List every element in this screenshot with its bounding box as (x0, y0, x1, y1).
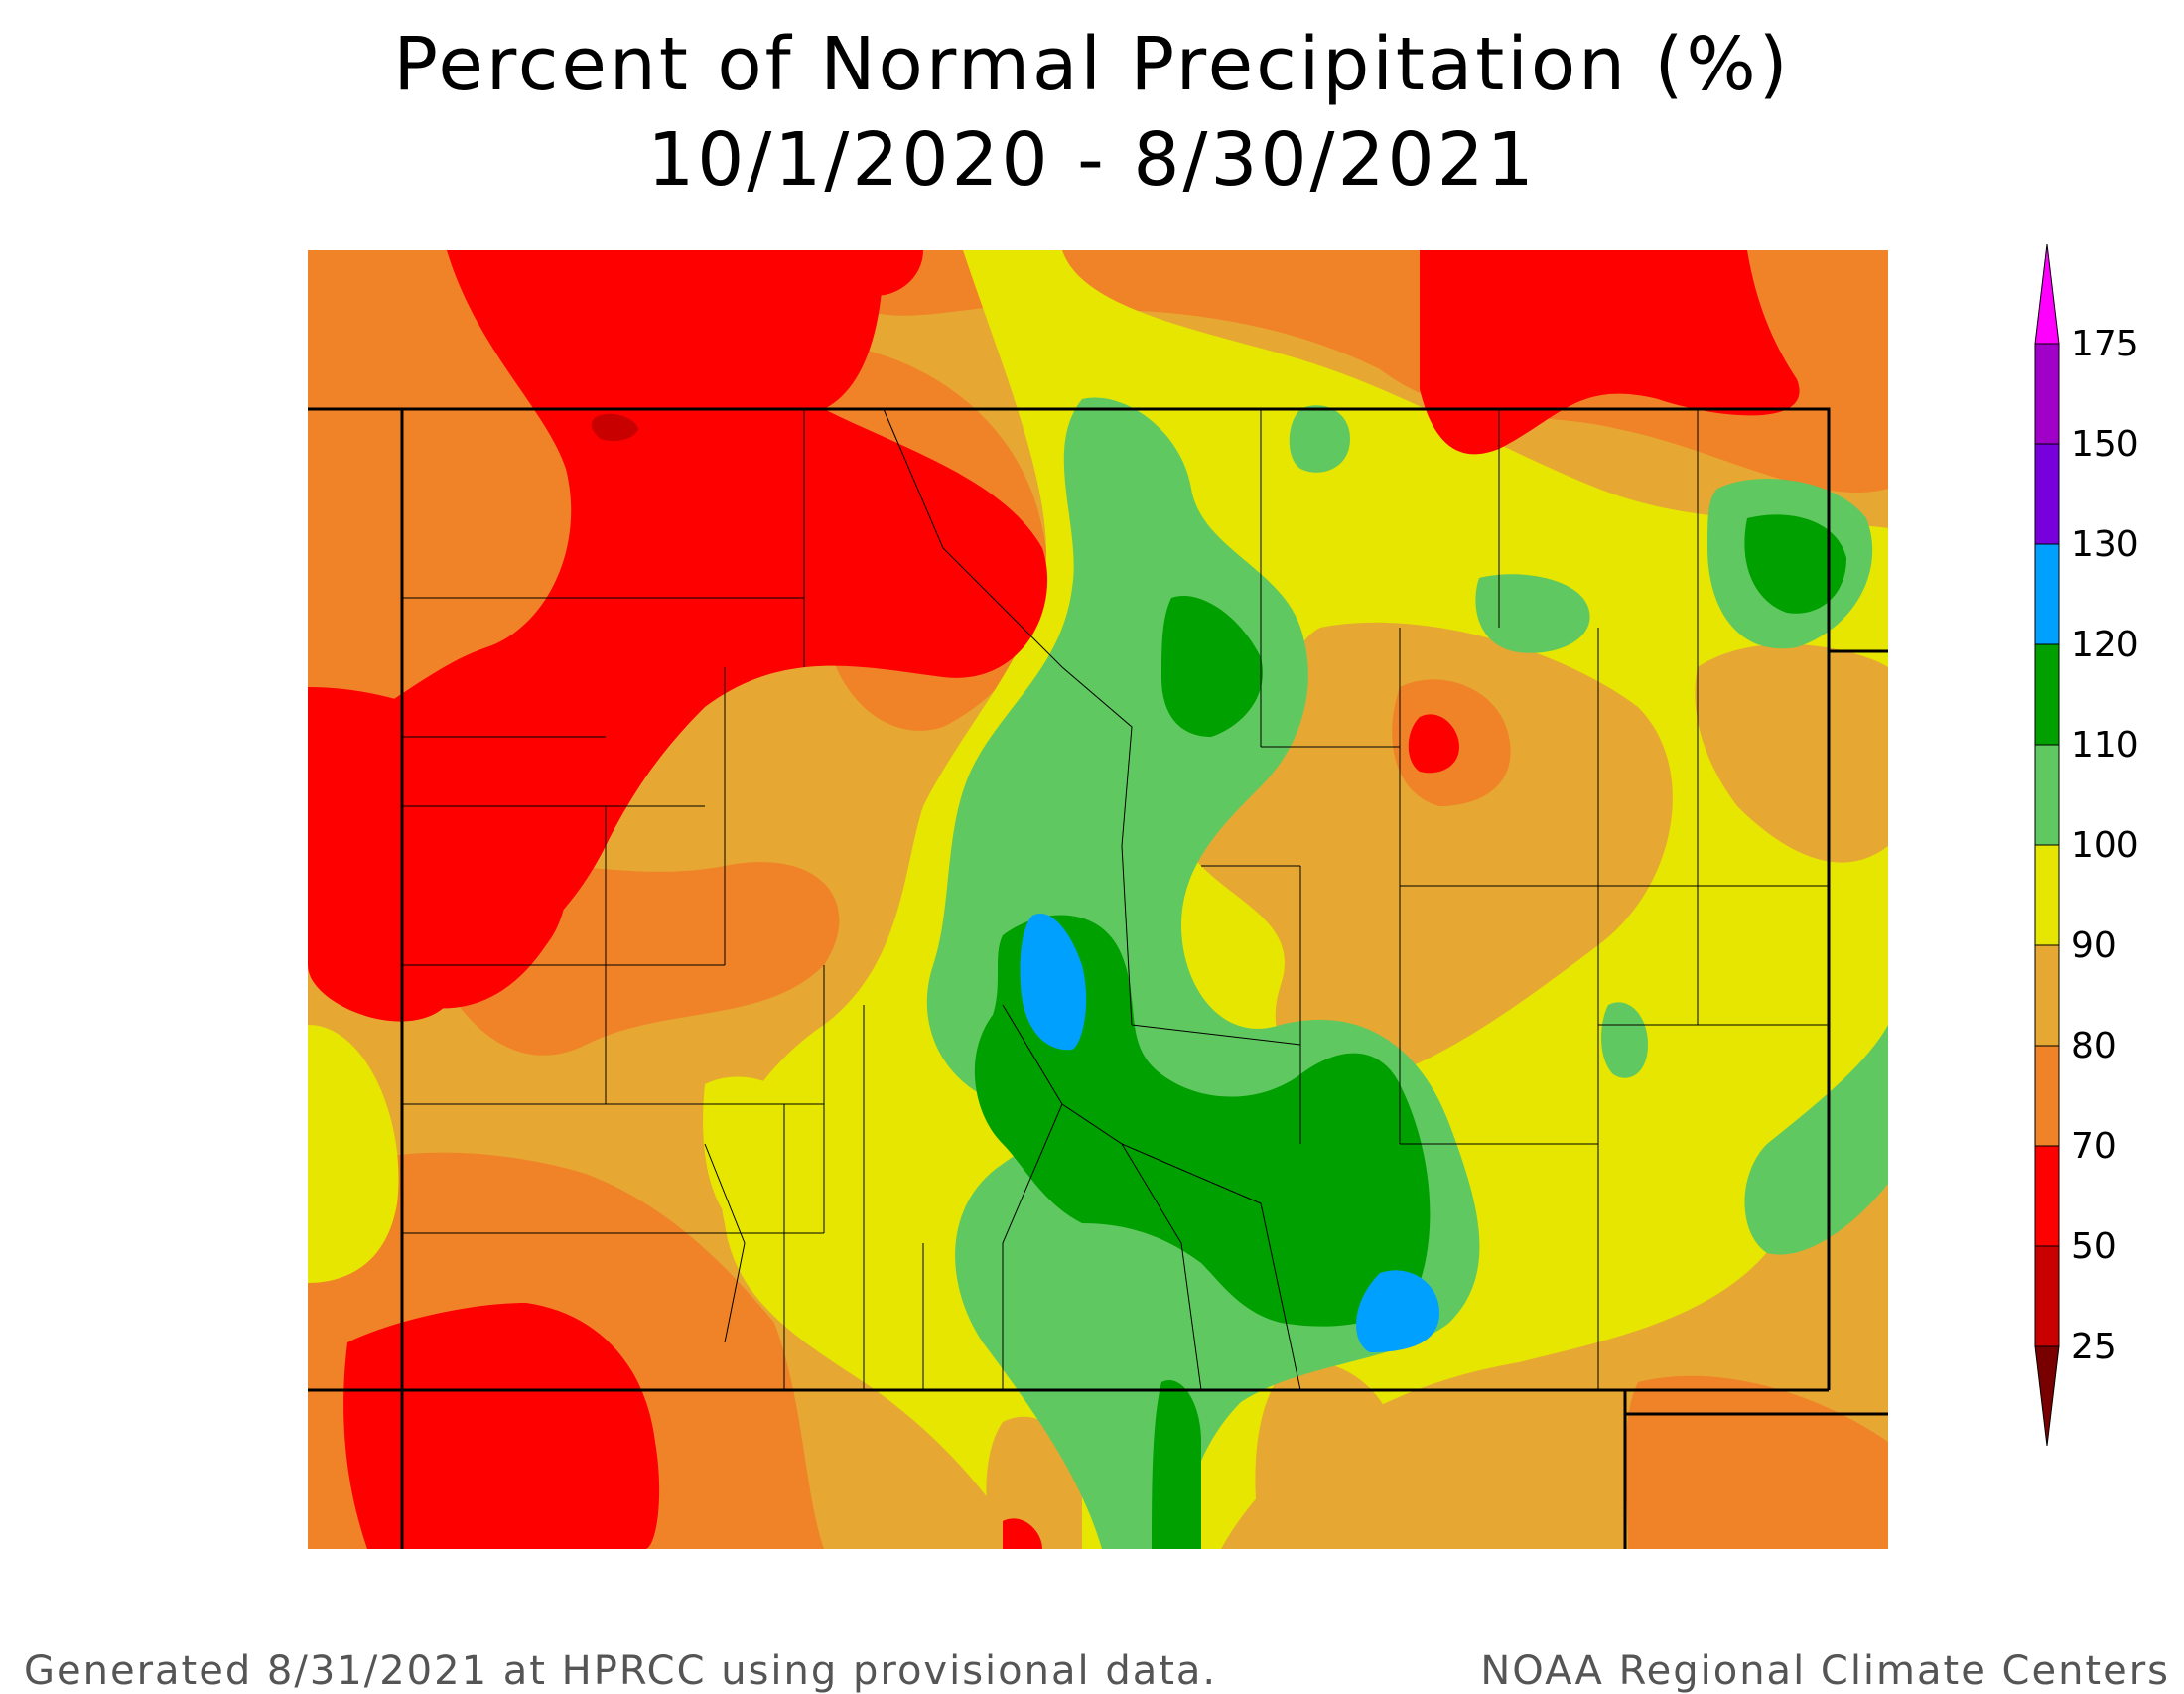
legend-label-80: 80 (2071, 1026, 2116, 1066)
legend-over-arrow (2034, 244, 2060, 345)
zone-50-70-south-spot (1003, 1518, 1042, 1549)
zone-110-120-north (1161, 596, 1263, 737)
state-boundary (308, 407, 1888, 1549)
legend-label-150: 150 (2071, 424, 2139, 465)
legend-label-130: 130 (2071, 524, 2139, 565)
zone-100-110-southeast (1744, 1025, 1888, 1255)
generated-note: Generated 8/31/2021 at HPRCC using provi… (24, 1648, 1218, 1694)
zone-80-90-southcentral (1255, 1360, 1400, 1549)
legend-label-25: 25 (2071, 1327, 2116, 1367)
legend-label-110: 110 (2071, 725, 2139, 766)
zone-70-80-southeast (1625, 1375, 1888, 1549)
legend-bin-70 (2034, 1045, 2060, 1147)
zone-below-50-spot (591, 413, 638, 441)
legend-label-100: 100 (2071, 825, 2139, 866)
zone-90-100-west (308, 1025, 399, 1283)
zone-100-110-north-small (1289, 405, 1350, 473)
legend-bin-25 (2034, 1245, 2060, 1347)
legend-label-120: 120 (2071, 625, 2139, 665)
credit-note: NOAA Regional Climate Centers (1480, 1648, 2170, 1694)
legend-label-70: 70 (2071, 1126, 2116, 1167)
legend-bin-80 (2034, 944, 2060, 1047)
zone-80-90-east-strip (1695, 643, 1888, 863)
legend-under-arrow (2034, 1345, 2060, 1447)
zone-50-70-west (308, 687, 568, 1009)
date-range-subtitle: 10/1/2020 - 8/30/2021 (647, 117, 1537, 203)
county-lines (402, 408, 1829, 1391)
zone-90-100-southwest (703, 1076, 830, 1243)
legend-bin-100 (2034, 744, 2060, 846)
zone-100-110-southeast-small (1601, 1002, 1648, 1078)
legend-bin-110 (2034, 643, 2060, 746)
zone-120-130-central (1020, 914, 1087, 1051)
zone-110-120-northeast (1744, 514, 1846, 614)
zone-110-120-south (1152, 1380, 1201, 1549)
zone-120-130-south (1356, 1270, 1439, 1352)
zone-50-70-east-spot (1408, 714, 1459, 774)
zone-50-70-southwest (343, 1303, 660, 1549)
map-title: Percent of Normal Precipitation (%) (393, 22, 1791, 107)
zone-50-70-north-spot (834, 250, 923, 296)
legend-bin-90 (2034, 844, 2060, 946)
legend-label-top: 175 (2071, 324, 2139, 364)
precipitation-map (308, 250, 1888, 1549)
legend-label-50: 50 (2071, 1226, 2116, 1267)
zone-110-120-central (974, 915, 1431, 1327)
legend-bin-150 (2034, 343, 2060, 445)
zone-50-70-northeast (1420, 250, 1800, 455)
legend-bin-120 (2034, 543, 2060, 645)
zone-100-110-east-small (1475, 574, 1590, 653)
legend-bin-130 (2034, 443, 2060, 545)
zone-80-90-east-island (1180, 622, 1673, 1086)
color-scale-legend: 150 130 120 110 100 90 80 70 50 25 175 (2034, 244, 2139, 1447)
legend-label-90: 90 (2071, 925, 2116, 966)
legend-bin-50 (2034, 1145, 2060, 1247)
